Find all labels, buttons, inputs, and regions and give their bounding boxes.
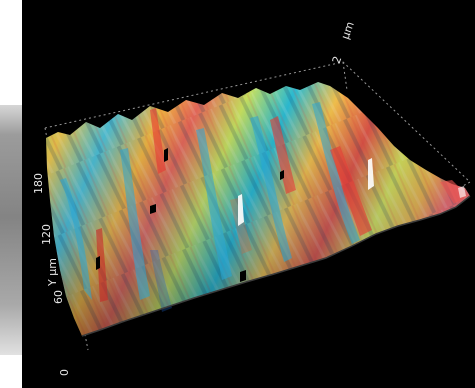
z-axis-unit-label: μm [339,20,357,41]
z-axis: μm 2 [330,20,357,66]
surface-peaks [96,108,468,302]
surface-dropouts [96,148,428,282]
y-axis-tick-60: 60 [52,290,65,304]
y-axis-tick-180: 180 [32,173,45,194]
surface-valleys [60,102,360,312]
y-axis: 0 60 120 180 Y μm [32,173,71,376]
y-axis-label: Y μm [46,258,59,287]
left-margin-strip [0,0,22,388]
z-axis-tick-label: 2 [330,54,345,65]
surface-shading [46,82,470,336]
surface-plot-viewport: μm 2 0 60 120 180 Y μm [22,0,475,388]
y-axis-tick-0: 0 [58,369,71,376]
surface-plot: μm 2 0 60 120 180 Y μm [32,20,471,376]
front-edge [81,195,471,337]
y-axis-tick-120: 120 [40,224,53,245]
left-gray-fade [0,105,22,355]
surface-highlights [238,158,466,226]
